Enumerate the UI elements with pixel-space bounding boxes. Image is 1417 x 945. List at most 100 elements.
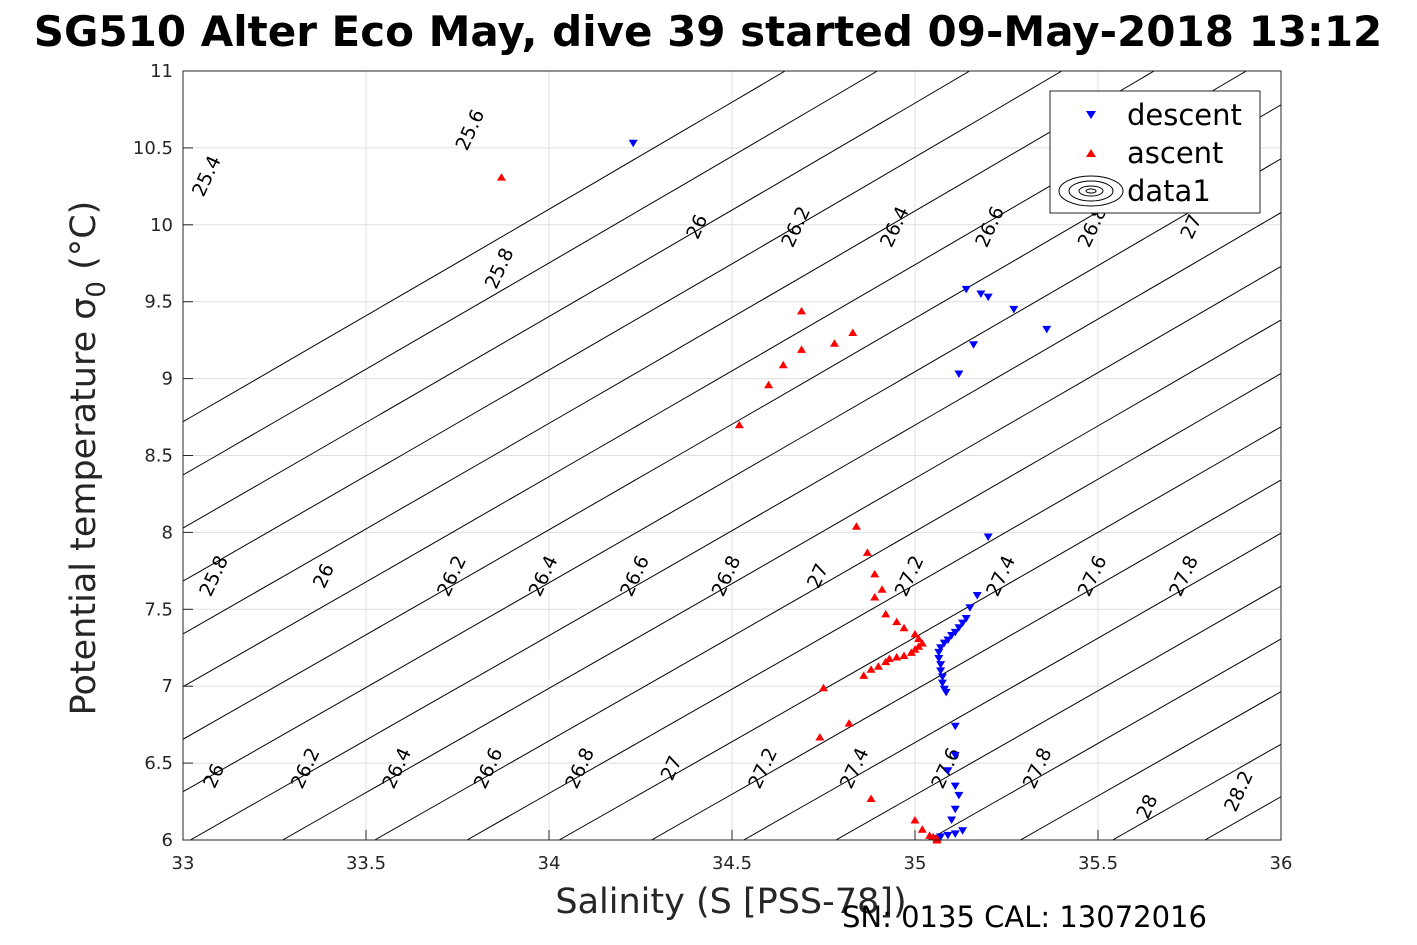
ascent-point <box>881 609 891 618</box>
y-tick-label: 9.5 <box>144 292 173 313</box>
descent-point <box>943 831 953 840</box>
descent-point <box>950 751 960 760</box>
density-contours <box>183 71 1417 840</box>
y-tick-label: 8 <box>162 522 173 543</box>
ascent-point <box>764 380 774 389</box>
descent-point <box>950 782 960 791</box>
density-contour-line <box>183 71 878 476</box>
ascent-point <box>797 306 807 315</box>
ascent-point <box>496 173 506 181</box>
y-tick-label: 10.5 <box>133 138 173 159</box>
legend-box <box>1049 90 1261 214</box>
descent-point <box>965 604 975 612</box>
y-axis-label: Potential temperature σ0 (°C) <box>64 201 112 716</box>
y-tick-label: 7 <box>162 676 173 697</box>
legend-descent-label: descent <box>1127 98 1242 132</box>
ascent-point <box>873 662 883 670</box>
x-tick-label: 34.5 <box>712 853 752 874</box>
y-tick-label: 9 <box>162 369 173 390</box>
legend-descent-marker <box>1086 111 1096 119</box>
descent-point <box>934 648 944 657</box>
x-axis-label: Salinity (S [PSS-78]) <box>555 882 906 922</box>
ascent-point <box>906 648 916 656</box>
ascent-point <box>870 592 880 601</box>
ascent-point <box>815 732 825 741</box>
legend-data1-label: data1 <box>1127 174 1211 208</box>
descent-point <box>961 615 971 623</box>
density-contour-line <box>190 212 1281 840</box>
ascent-point <box>899 651 909 659</box>
descent-point <box>947 631 957 640</box>
descent-point <box>961 285 971 294</box>
descent-point <box>1042 325 1052 334</box>
x-tick-label: 36 <box>1270 853 1293 874</box>
descent-point <box>983 533 993 542</box>
ascent-point <box>870 569 880 578</box>
x-tick-label: 33.5 <box>346 853 386 874</box>
descent-point <box>936 667 946 675</box>
ascent-point <box>866 794 876 802</box>
y-tick-label: 6.5 <box>144 753 173 774</box>
ascent-point <box>844 719 854 727</box>
y-tick-label: 11 <box>150 61 173 82</box>
legend-contour-icon <box>1058 175 1124 207</box>
legend-ascent-label: ascent <box>1127 136 1223 170</box>
ascent-point <box>910 629 920 638</box>
descent-point <box>943 767 953 775</box>
chart-title: SG510 Alter Eco May, dive 39 started 09-… <box>34 7 1383 56</box>
x-tick-label: 35 <box>904 853 927 874</box>
ascent-point <box>862 548 872 556</box>
density-contour-line <box>183 71 1063 582</box>
ascent-point <box>778 360 788 369</box>
density-contour-line <box>183 71 970 529</box>
descent-point <box>936 661 946 669</box>
descent-point <box>947 816 957 825</box>
ascent-point <box>859 671 869 679</box>
ascent-point <box>892 652 902 661</box>
x-tick-label: 34 <box>538 853 561 874</box>
descent-point <box>950 722 960 731</box>
legend: descent ascent data1 <box>1049 90 1261 214</box>
ascent-point <box>819 683 828 692</box>
descent-point <box>976 290 986 299</box>
ascent-point <box>797 345 807 353</box>
ascent-point <box>899 623 909 632</box>
ascent-point <box>892 617 902 626</box>
density-contour-line <box>1020 691 1281 840</box>
density-contour-line <box>743 532 1281 840</box>
y-axis-label-subscript: 0 <box>82 281 112 298</box>
density-contour-line <box>1297 71 1417 840</box>
x-axis-ticks: 33 33.5 34 34.5 35 35.5 36 <box>172 830 1293 874</box>
y-axis-ticks: 6 6.5 7 7.5 8 8.5 9 9.5 10 10.5 11 <box>133 61 193 851</box>
descent-point <box>941 688 951 697</box>
descent-point <box>958 619 968 628</box>
ascent-point <box>829 339 839 347</box>
descent-point <box>969 341 979 349</box>
descent-point <box>954 624 964 632</box>
density-contour-line <box>183 71 786 423</box>
descent-point <box>934 655 944 663</box>
descent-point <box>939 639 949 648</box>
descent-point <box>937 679 947 688</box>
ascent-point <box>877 585 887 593</box>
descent-point <box>972 591 982 600</box>
descent-point <box>936 644 946 652</box>
density-contour-line <box>183 71 1247 688</box>
x-tick-label: 33 <box>172 853 195 874</box>
ascent-point <box>881 657 891 666</box>
descent-point <box>954 791 964 800</box>
y-tick-label: 10 <box>150 215 173 236</box>
density-contour-line <box>835 585 1281 840</box>
y-axis-label-unit: (°C) <box>64 201 104 281</box>
ascent-point <box>848 328 858 336</box>
density-contour-line <box>558 426 1281 840</box>
density-contour-line <box>183 71 1155 635</box>
y-axis-label-main: Potential temperature σ <box>64 298 104 716</box>
ascent-point <box>910 816 920 824</box>
y-tick-label: 8.5 <box>144 446 173 467</box>
ascent-point <box>866 665 876 673</box>
density-contour-line <box>927 638 1281 840</box>
ascent-point <box>917 825 927 833</box>
density-contour-line <box>651 479 1281 840</box>
